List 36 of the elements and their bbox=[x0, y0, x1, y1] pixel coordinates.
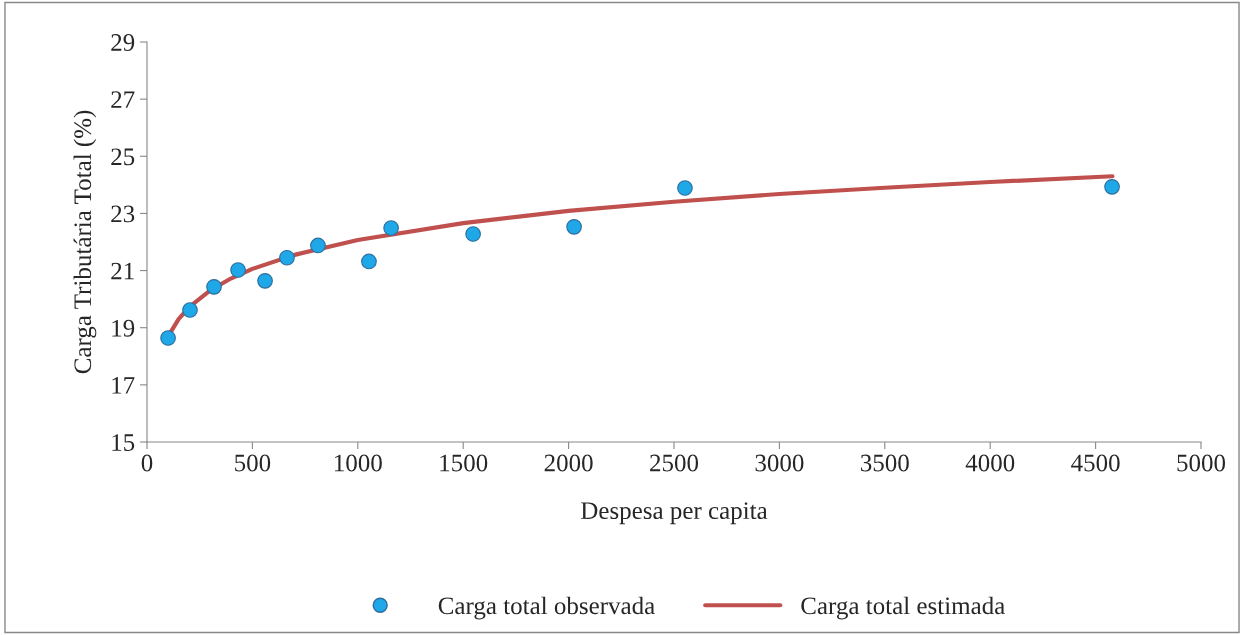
legend-label: Carga total observada bbox=[438, 596, 655, 620]
y-tick-label: 25 bbox=[111, 148, 135, 166]
y-tick-label: 21 bbox=[111, 262, 134, 280]
y-tick-label: 15 bbox=[112, 434, 135, 451]
point bbox=[566, 219, 582, 235]
point bbox=[677, 180, 693, 196]
x-tick-label: 500 bbox=[235, 454, 271, 472]
point bbox=[310, 237, 326, 254]
x-axis-title: Despesa per capita bbox=[581, 502, 768, 525]
point bbox=[383, 220, 399, 236]
x-tick-label: 2500 bbox=[650, 454, 699, 472]
legend-label: Carga total estimada bbox=[801, 596, 1005, 620]
point bbox=[1104, 179, 1120, 195]
point bbox=[160, 330, 176, 346]
x-tick-label: 1500 bbox=[440, 454, 488, 472]
point bbox=[465, 226, 481, 242]
y-tick-label: 17 bbox=[112, 377, 135, 394]
point bbox=[230, 262, 246, 278]
x-tick-label: 2000 bbox=[544, 454, 593, 472]
point bbox=[182, 302, 198, 318]
x-tick-label: 3500 bbox=[861, 454, 909, 472]
x-tick-label: 0 bbox=[141, 454, 153, 472]
x-tick-label: 4500 bbox=[1071, 454, 1120, 472]
y-tick-label: 19 bbox=[112, 319, 135, 337]
y-axis-title: Carga Tributária Total (%) bbox=[73, 110, 97, 374]
y-tick-label: 23 bbox=[111, 205, 135, 223]
point bbox=[206, 279, 222, 295]
x-tick-label: 1000 bbox=[335, 454, 382, 472]
y-tick-label: 29 bbox=[111, 34, 135, 51]
x-tick-label: 5000 bbox=[1177, 454, 1226, 472]
y-tick-label: 27 bbox=[111, 91, 135, 108]
point bbox=[279, 249, 295, 266]
point bbox=[257, 273, 273, 289]
x-tick-label: 3000 bbox=[755, 454, 804, 472]
x-tick-label: 4000 bbox=[965, 454, 1015, 472]
point bbox=[361, 253, 377, 270]
